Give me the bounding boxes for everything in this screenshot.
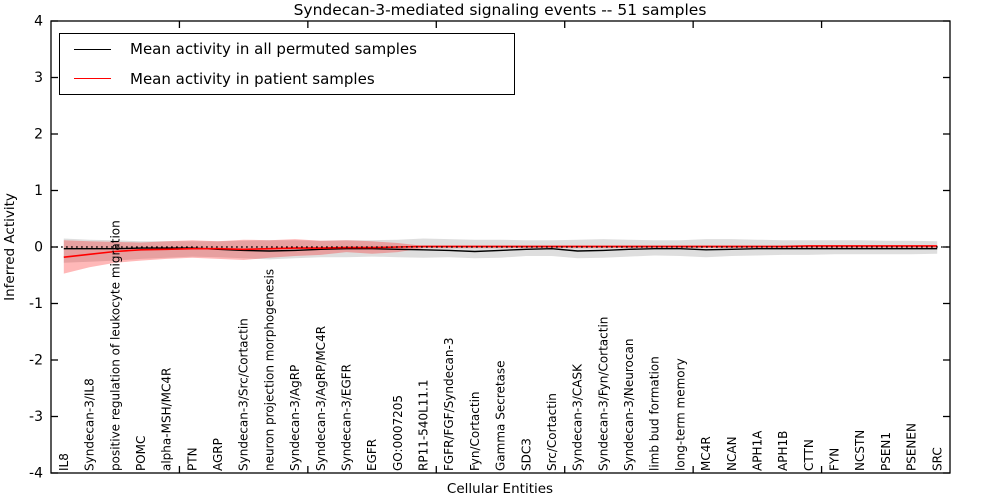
legend-item-permuted: Mean activity in all permuted samples <box>60 35 514 63</box>
category-label: limb bud formation <box>648 356 662 471</box>
category-label: Syndecan-3/IL8 <box>83 378 97 471</box>
category-label: SDC3 <box>519 438 533 471</box>
y-tick-label: -1 <box>29 296 43 312</box>
category-label: Syndecan-3/Fyn/Cortactin <box>596 317 610 471</box>
y-tick-label: 1 <box>34 183 43 199</box>
x-axis-label: Cellular Entities <box>447 481 553 497</box>
category-label: PSEN1 <box>879 432 893 471</box>
category-label: SRC <box>930 447 944 471</box>
category-label: APH1B <box>776 431 790 471</box>
category-label: POMC <box>134 436 148 471</box>
chart-title: Syndecan-3-mediated signaling events -- … <box>294 1 707 19</box>
y-tick-label: 3 <box>34 70 43 86</box>
category-label: Syndecan-3/EGFR <box>339 364 353 471</box>
category-label: RP11-540L11.1 <box>416 380 430 471</box>
series-lines <box>63 245 938 258</box>
category-label: APH1A <box>750 430 764 471</box>
category-label: Syndecan-3/AgRP <box>288 365 302 471</box>
category-label: Src/Cortactin <box>545 393 559 471</box>
category-label: AGRP <box>211 438 225 471</box>
category-label: FGFR/FGF/Syndecan-3 <box>442 338 456 471</box>
category-label: Fyn/Cortactin <box>468 391 482 471</box>
legend: Mean activity in all permuted samples Me… <box>59 33 515 95</box>
y-tick-label: 4 <box>34 14 43 30</box>
y-tick-label: 0 <box>34 240 43 256</box>
permuted-line-swatch <box>74 48 111 50</box>
category-label: Syndecan-3/AgRP/MC4R <box>314 326 328 471</box>
line-series-1 <box>63 245 938 258</box>
category-label: MC4R <box>699 436 713 471</box>
patient-line-swatch <box>74 78 111 80</box>
category-label: Gamma Secretase <box>494 360 508 471</box>
category-label: PTN <box>185 447 199 471</box>
category-label: IL8 <box>57 453 71 471</box>
category-label: NCSTN <box>853 430 867 471</box>
y-tick-label: -4 <box>29 466 43 482</box>
category-label: EGFR <box>365 439 379 471</box>
legend-label-patient: Mean activity in patient samples <box>130 69 375 88</box>
category-label: CTTN <box>802 439 816 471</box>
series-bands <box>63 238 938 274</box>
category-label: Syndecan-3/Neurocan <box>622 339 636 471</box>
category-label: long-term memory <box>673 358 687 471</box>
category-label: neuron projection morphogenesis <box>262 269 276 471</box>
category-label: GO:0007205 <box>391 395 405 471</box>
plot-border <box>50 20 951 474</box>
axes: -4 -3 -2 -1 0 1 2 3 4 <box>29 14 950 482</box>
y-tick-label: -3 <box>29 409 43 425</box>
category-label: positive regulation of leukocyte migrati… <box>108 220 122 471</box>
y-tick-label: -2 <box>29 353 43 369</box>
category-label: Syndecan-3/CASK <box>571 363 585 471</box>
legend-item-patient: Mean activity in patient samples <box>60 65 514 93</box>
y-axis-label: Inferred Activity <box>2 193 18 301</box>
category-labels: IL8 Syndecan-3/IL8 positive regulation of … <box>57 220 944 471</box>
category-label: NCAN <box>725 436 739 471</box>
category-label: Syndecan-3/Src/Cortactin <box>237 318 251 471</box>
y-tick-label: 2 <box>34 127 43 143</box>
legend-label-permuted: Mean activity in all permuted samples <box>130 40 417 59</box>
category-label: PSENEN <box>905 423 919 471</box>
category-label: FYN <box>827 448 841 471</box>
category-label: alpha-MSH/MC4R <box>160 368 174 471</box>
